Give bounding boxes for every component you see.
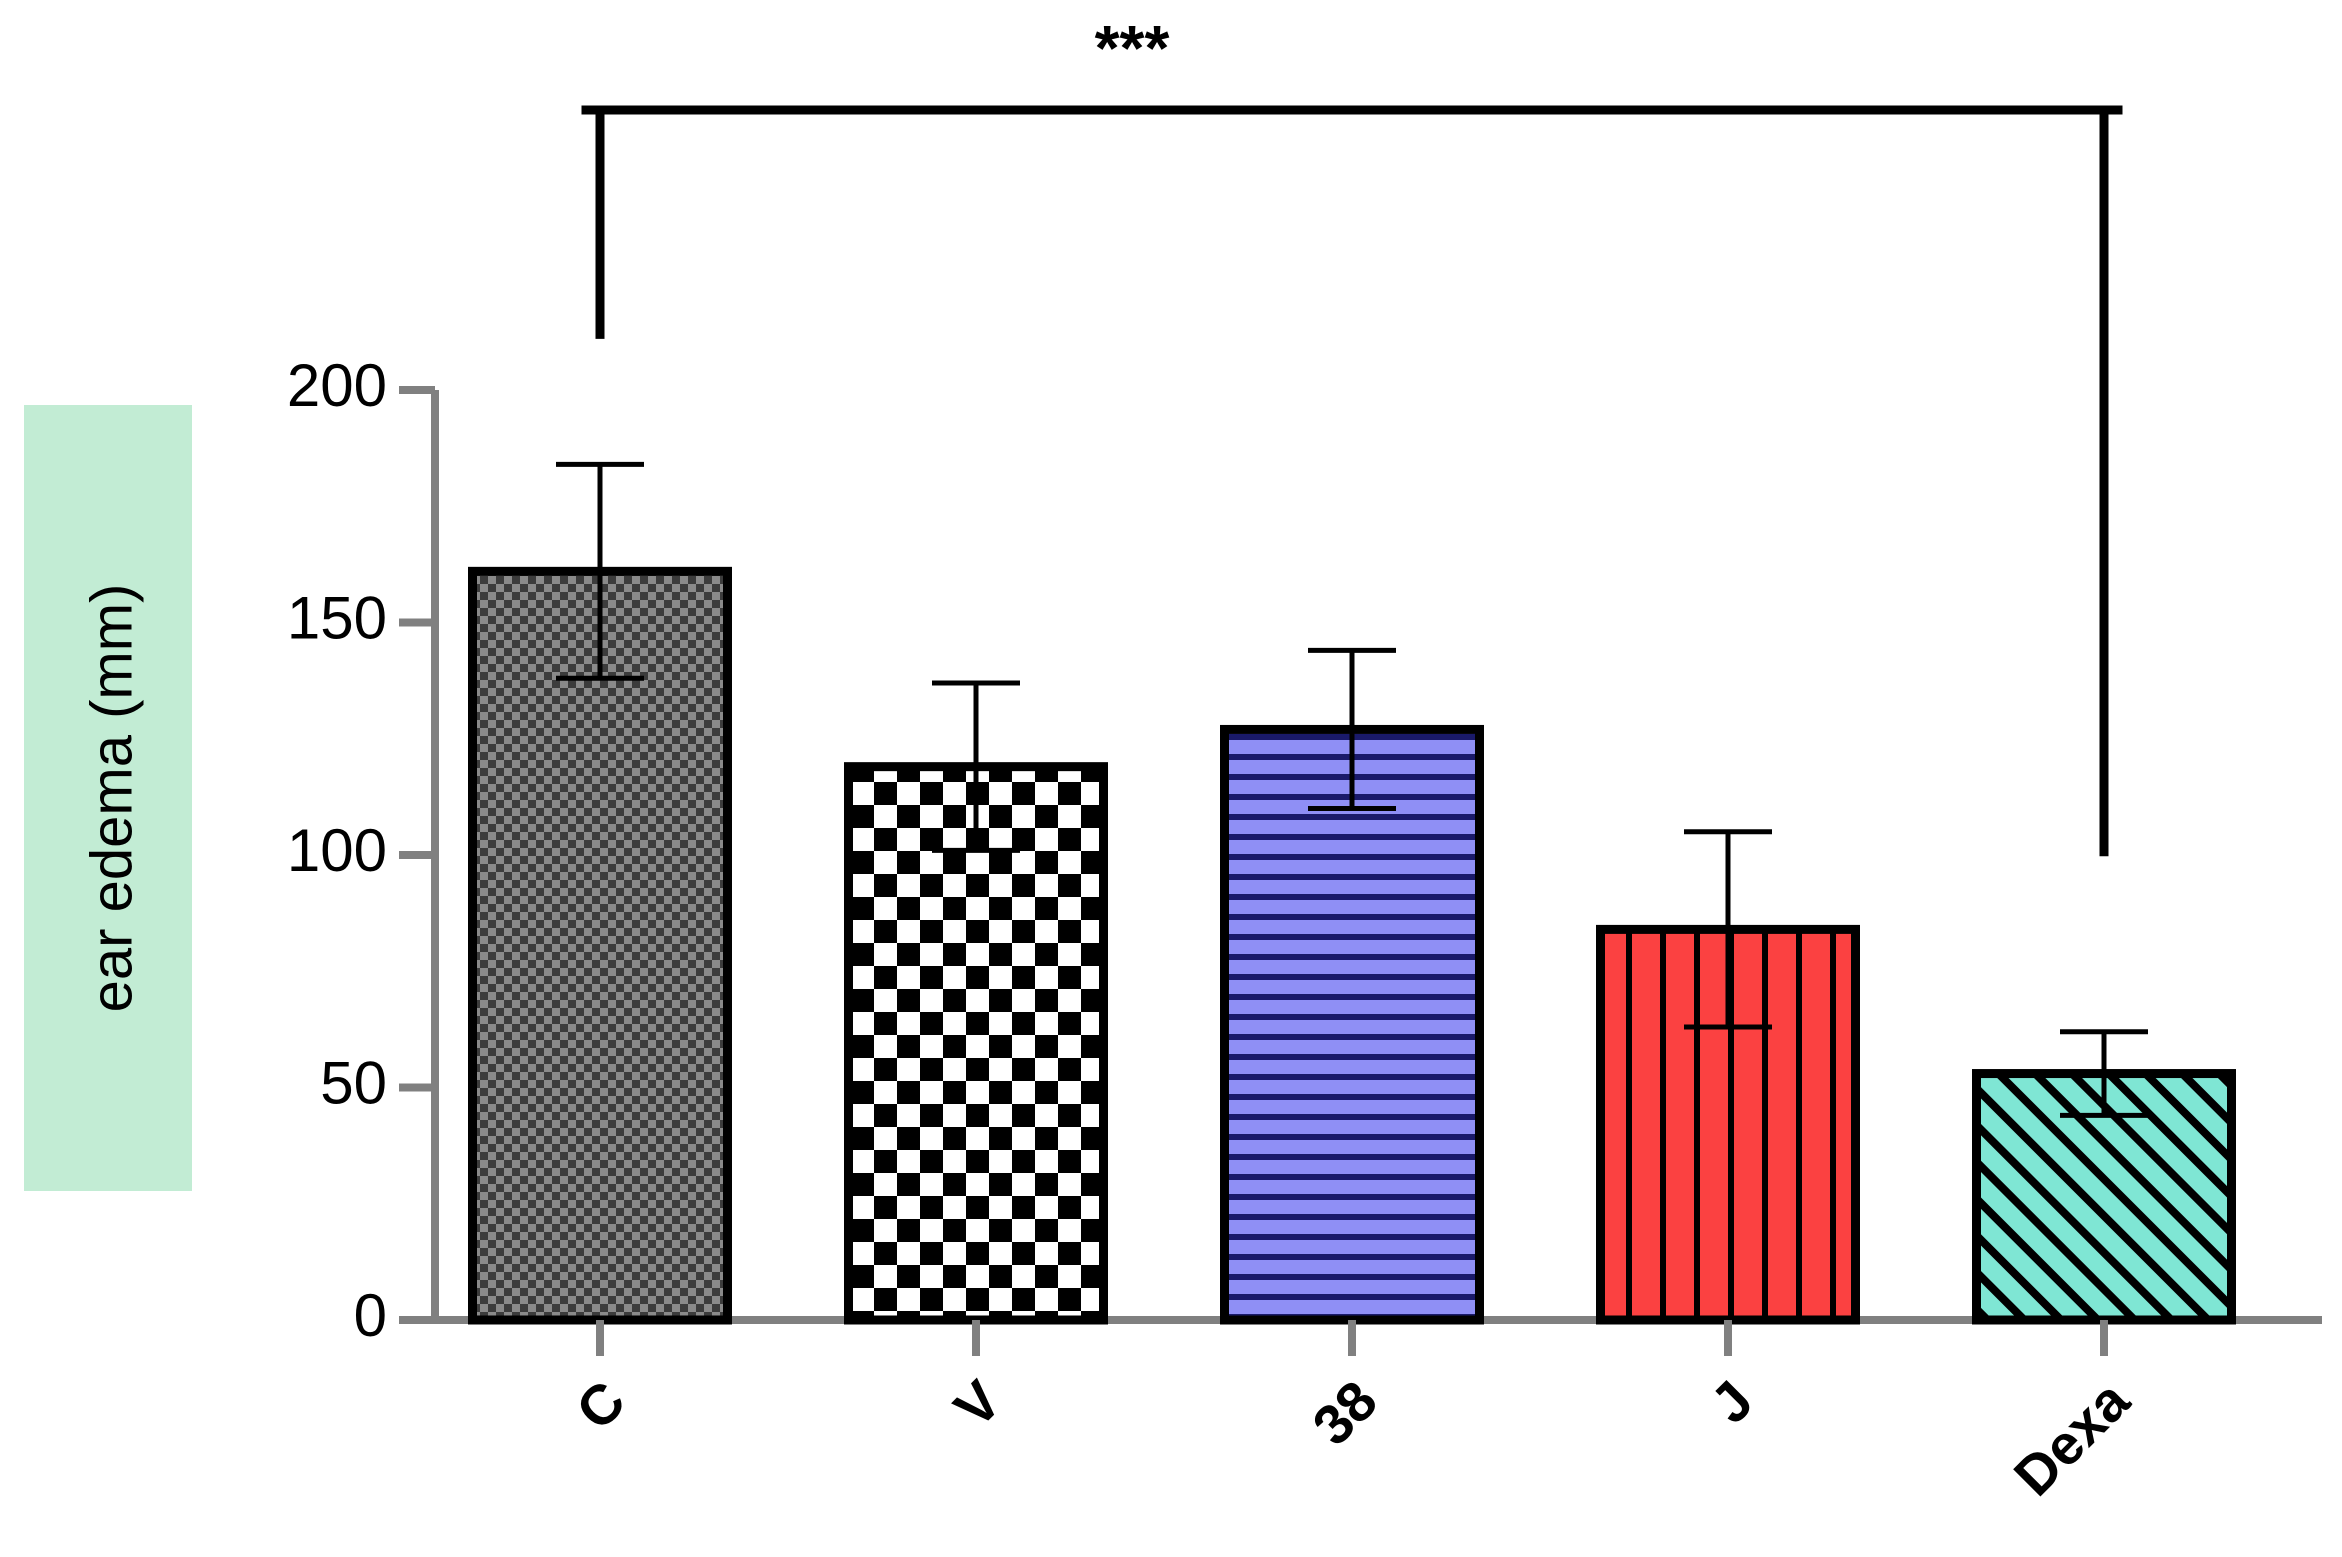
y-tick-label: 0 xyxy=(354,1282,387,1349)
y-tick-label: 50 xyxy=(320,1049,387,1116)
y-axis-label: ear edema (mm) xyxy=(79,584,144,1013)
y-ticks: 0 50 100 150 200 xyxy=(287,352,435,1349)
error-bar-j xyxy=(1684,829,1772,1030)
error-bars xyxy=(556,461,2148,1118)
x-category-label-c: C xyxy=(564,1368,637,1441)
x-category-label-dexa: Dexa xyxy=(2002,1368,2142,1508)
error-bar-38 xyxy=(1308,647,1396,811)
significance-label: *** xyxy=(1095,12,1170,84)
error-bar-dexa xyxy=(2060,1029,2148,1118)
bar-c xyxy=(468,566,732,1325)
bars xyxy=(468,566,2236,1325)
x-category-label-v: V xyxy=(942,1368,1013,1439)
significance-bracket xyxy=(581,105,2123,857)
error-bar-v xyxy=(932,680,1020,853)
ylabel-background xyxy=(24,405,192,1191)
y-tick-label: 100 xyxy=(287,817,387,884)
bar-38 xyxy=(1220,724,1484,1325)
significance-annotation: *** xyxy=(581,12,2123,857)
y-tick-label: 150 xyxy=(287,584,387,651)
y-tick-label: 200 xyxy=(287,352,387,419)
error-bar-c xyxy=(556,461,644,681)
x-category-label-38: 38 xyxy=(1300,1368,1389,1457)
x-ticks: C V 38 J Dexa xyxy=(564,1320,2142,1508)
x-category-label-j: J xyxy=(1698,1368,1765,1435)
